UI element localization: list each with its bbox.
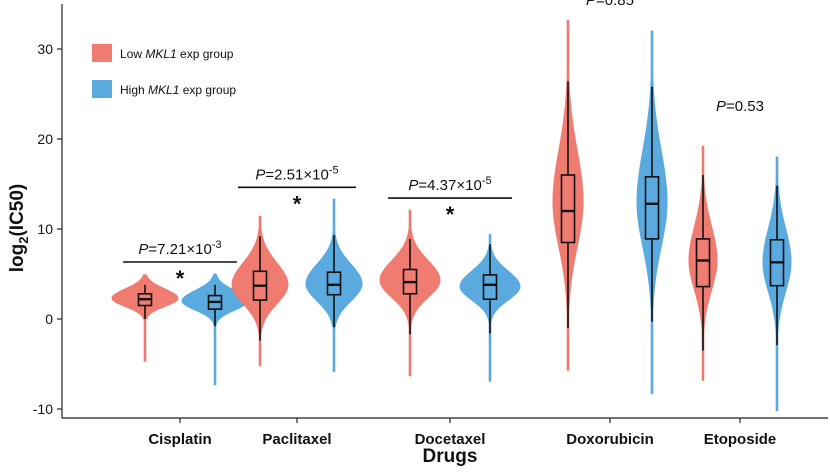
violin-high-paclitaxel [305, 198, 363, 372]
y-tick-label: 10 [37, 221, 53, 237]
y-axis-title: log2(IC50) [7, 184, 31, 273]
p-value-label: P=2.51×10-5 [255, 164, 338, 183]
p-value-label: P=4.37×10-5 [408, 175, 491, 194]
legend-label: Low MKL1 exp group [120, 47, 234, 61]
x-tick-label: Paclitaxel [262, 431, 331, 448]
legend-swatch [92, 44, 112, 62]
iqr-box [560, 174, 576, 244]
iqr-box [326, 271, 342, 296]
y-tick-label: 20 [37, 131, 53, 147]
x-tick-label: Cisplatin [148, 431, 211, 448]
p-value-label: P=0.53 [716, 98, 764, 115]
x-tick-label: Doxorubicin [566, 431, 654, 448]
legend: Low MKL1 exp group High MKL1 exp group [92, 44, 236, 98]
iqr-box [695, 238, 711, 288]
violin-high-docetaxel [459, 233, 521, 382]
violin-low-cisplatin [111, 274, 179, 362]
p-value-label: P=7.21×10-3 [138, 239, 221, 258]
violin-body [181, 273, 249, 386]
y-tick-label: -10 [33, 401, 53, 417]
y-tick-label: 30 [37, 41, 53, 57]
significance-star: * [293, 191, 302, 216]
x-tick-label: Docetaxel [415, 431, 486, 448]
iqr-box [482, 274, 498, 300]
iqr-box [644, 176, 660, 240]
legend-swatch [92, 80, 112, 98]
significance-star: * [446, 202, 455, 227]
violin-low-docetaxel [379, 209, 441, 377]
violin-high-etoposide [762, 156, 792, 412]
x-tick-label: Etoposide [704, 431, 777, 448]
violin-low-doxorubicin [552, 19, 584, 371]
violin-low-etoposide [688, 145, 718, 381]
violin-high-cisplatin [181, 273, 249, 386]
significance-star: * [176, 266, 185, 291]
y-tick-label: 0 [45, 311, 53, 327]
legend-label: High MKL1 exp group [120, 83, 236, 97]
violin-low-paclitaxel [231, 215, 289, 367]
violin-high-doxorubicin [636, 30, 668, 395]
p-value-label: P=0.85 [586, 0, 634, 9]
x-axis-title: Drugs [423, 446, 478, 467]
